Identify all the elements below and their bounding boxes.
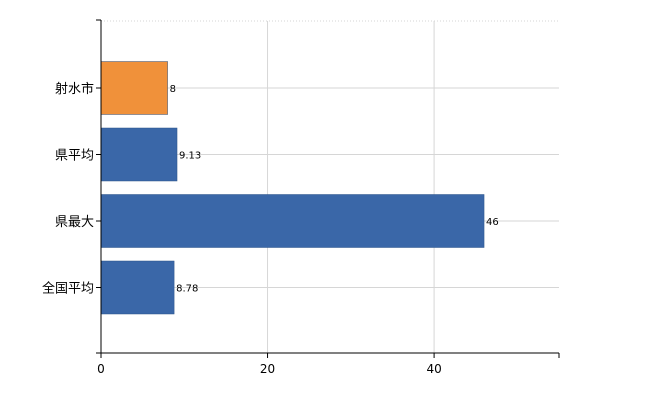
bar-2 [100, 127, 178, 182]
value-label: 9.13 [179, 151, 201, 162]
category-label: 全国平均 [42, 281, 94, 297]
x-tick-label: 0 [97, 362, 105, 376]
x-tick-label: 40 [426, 362, 441, 376]
bar-1 [100, 61, 168, 115]
category-label: 県平均 [55, 149, 94, 164]
x-tick-label: 20 [260, 362, 275, 376]
category-label: 県最大 [55, 215, 94, 230]
category-label: 射水市 [55, 81, 94, 97]
bar-3 [100, 194, 485, 248]
bar-4 [100, 260, 175, 315]
labels: 8 射水市 9.13 県平均 46 県最大 8.78 全国平均 0 20 40 [42, 81, 499, 376]
axes [96, 19, 560, 358]
value-label: 8.78 [176, 284, 198, 295]
value-label: 8 [170, 84, 176, 95]
value-label: 46 [486, 217, 499, 228]
bars [100, 61, 485, 315]
